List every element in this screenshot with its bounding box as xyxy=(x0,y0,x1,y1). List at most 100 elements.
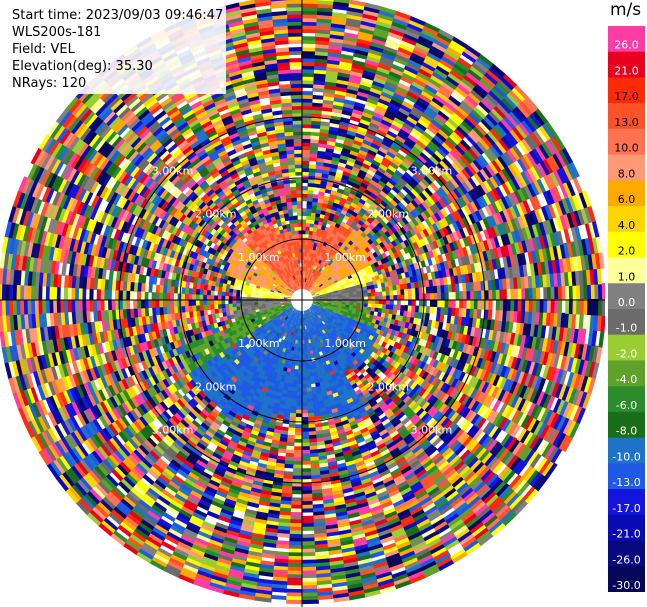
velocity-gate xyxy=(394,169,404,178)
velocity-gate xyxy=(286,157,295,162)
velocity-gate xyxy=(506,130,519,146)
velocity-gate xyxy=(303,277,306,282)
velocity-gate xyxy=(288,171,296,177)
velocity-gate xyxy=(301,241,306,246)
velocity-gate xyxy=(461,152,473,165)
velocity-gate xyxy=(253,1,272,8)
velocity-gate xyxy=(316,285,321,290)
velocity-gate xyxy=(429,285,434,294)
velocity-gate xyxy=(409,130,421,141)
velocity-gate xyxy=(445,242,453,253)
velocity-gate xyxy=(364,155,374,164)
velocity-gate xyxy=(256,19,273,26)
velocity-gate xyxy=(539,159,551,176)
velocity-gate xyxy=(434,255,441,264)
velocity-gate xyxy=(285,0,302,4)
velocity-gate xyxy=(430,118,443,130)
velocity-gate xyxy=(280,164,289,170)
velocity-gate xyxy=(322,276,327,281)
velocity-gate xyxy=(278,154,288,160)
velocity-gate xyxy=(485,249,493,261)
velocity-gate xyxy=(555,167,567,184)
velocity-gate xyxy=(378,234,386,242)
velocity-gate xyxy=(363,219,371,227)
velocity-gate xyxy=(387,102,401,111)
velocity-gate xyxy=(382,136,394,145)
velocity-gate xyxy=(353,135,364,143)
velocity-gate xyxy=(331,296,336,299)
velocity-gate xyxy=(309,248,313,254)
velocity-gate xyxy=(313,273,317,278)
velocity-gate xyxy=(423,208,432,219)
velocity-gate xyxy=(338,57,354,64)
velocity-gate xyxy=(463,116,476,130)
velocity-gate xyxy=(520,239,528,253)
velocity-gate xyxy=(354,284,360,289)
velocity-gate xyxy=(520,137,533,153)
velocity-gate xyxy=(345,17,362,25)
velocity-gate xyxy=(367,296,372,300)
velocity-gate xyxy=(381,115,394,124)
velocity-gate xyxy=(437,128,450,140)
velocity-gate xyxy=(435,238,443,248)
velocity-gate xyxy=(292,241,297,246)
velocity-gate xyxy=(514,123,528,139)
velocity-gate xyxy=(591,252,598,270)
velocity-gate xyxy=(355,128,367,136)
velocity-gate xyxy=(570,241,578,258)
velocity-gate xyxy=(427,77,442,89)
velocity-gate xyxy=(324,285,329,289)
velocity-gate xyxy=(311,234,316,240)
velocity-gate xyxy=(301,211,307,216)
velocity-gate xyxy=(528,224,536,239)
velocity-gate xyxy=(408,250,416,259)
velocity-gate xyxy=(455,105,469,118)
velocity-gate xyxy=(414,41,431,53)
velocity-gate xyxy=(507,231,515,245)
velocity-gate xyxy=(377,97,390,107)
velocity-gate xyxy=(319,291,324,295)
velocity-gate xyxy=(268,88,281,95)
velocity-gate xyxy=(313,265,318,270)
velocity-gate xyxy=(335,134,346,141)
velocity-gate xyxy=(415,121,428,132)
velocity-gate xyxy=(384,237,392,245)
velocity-gate xyxy=(309,283,313,288)
velocity-gate xyxy=(367,223,375,231)
velocity-gate xyxy=(458,227,467,239)
velocity-gate xyxy=(443,181,454,193)
velocity-gate xyxy=(505,255,513,268)
velocity-gate xyxy=(441,156,452,168)
velocity-gate xyxy=(430,256,437,265)
velocity-gate xyxy=(507,178,518,192)
velocity-gate xyxy=(450,130,463,143)
velocity-gate xyxy=(316,271,321,276)
velocity-gate xyxy=(396,46,413,56)
velocity-gate xyxy=(517,240,525,254)
velocity-gate xyxy=(455,197,464,209)
velocity-gate xyxy=(313,238,319,244)
velocity-gate xyxy=(407,112,420,122)
velocity-gate xyxy=(403,65,419,75)
velocity-gate xyxy=(331,1,350,8)
velocity-gate xyxy=(518,200,528,215)
velocity-gate xyxy=(419,133,432,144)
velocity-gate xyxy=(405,276,411,284)
velocity-gate xyxy=(344,136,355,144)
velocity-gate xyxy=(333,89,347,96)
velocity-gate xyxy=(282,124,293,129)
velocity-gate xyxy=(435,31,453,44)
velocity-gate xyxy=(498,99,512,114)
velocity-gate xyxy=(480,97,494,112)
velocity-gate xyxy=(260,104,272,111)
velocity-gate xyxy=(341,39,357,46)
velocity-gate xyxy=(473,280,478,291)
velocity-gate xyxy=(400,160,411,170)
velocity-gate xyxy=(355,253,362,260)
velocity-gate xyxy=(412,225,420,235)
velocity-gate xyxy=(308,283,312,288)
velocity-gate xyxy=(448,164,459,176)
velocity-gate xyxy=(313,183,321,188)
velocity-gate xyxy=(357,210,365,218)
velocity-gate xyxy=(402,32,419,43)
